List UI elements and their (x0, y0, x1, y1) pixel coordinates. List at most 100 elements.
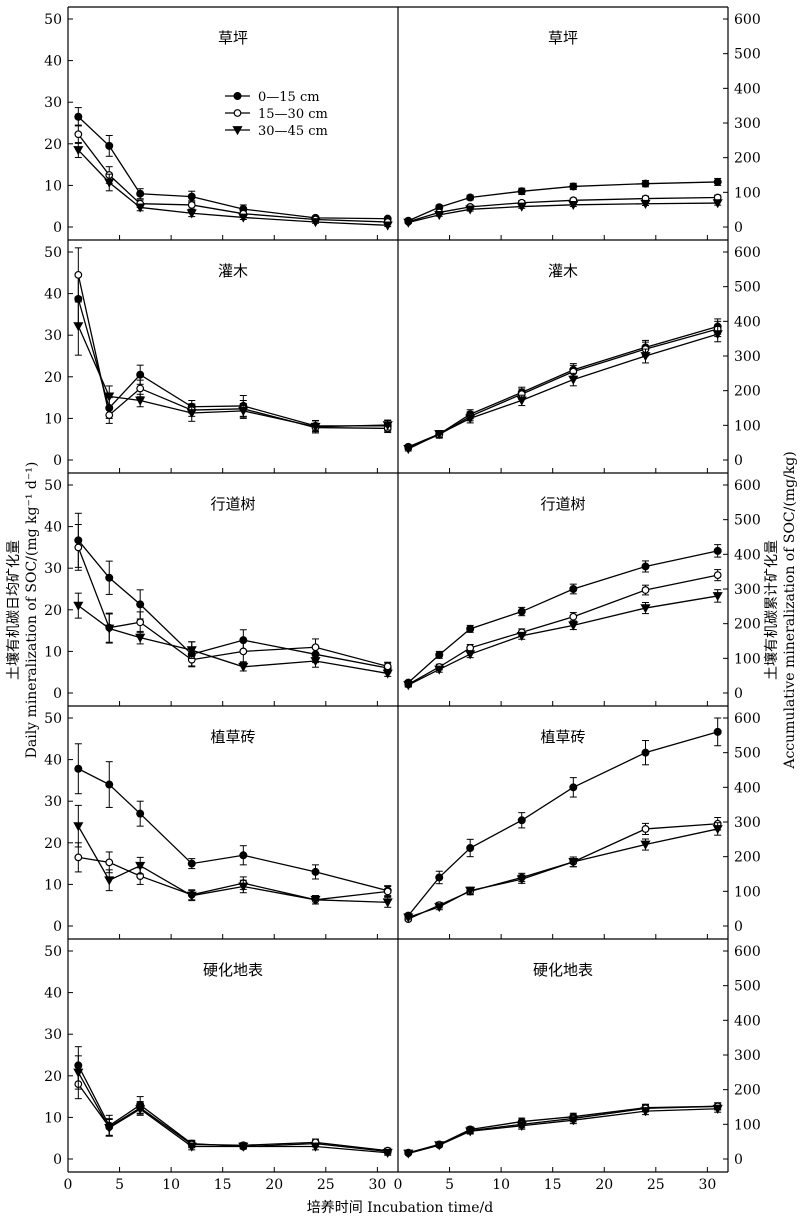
data-series (404, 320, 722, 452)
y-tick-label: 600 (734, 711, 761, 727)
data-point (73, 822, 84, 832)
series-line (407, 550, 718, 684)
data-point (517, 607, 526, 616)
data-point (74, 130, 83, 139)
y-tick-label: 30 (44, 561, 62, 577)
legend-marker (233, 92, 242, 100)
panel-title: 硬化地表 (203, 961, 263, 979)
data-point (238, 882, 249, 892)
legend: 0—15 cm 15—30 cm 30—45 cm (225, 90, 328, 139)
series-line (77, 547, 388, 668)
data-point (640, 604, 651, 614)
x-tick-label: 10 (492, 1177, 510, 1193)
y-tick-label: 40 (44, 287, 62, 303)
data-point (569, 783, 578, 792)
chart-panel: 草坪 0 10 20 30 40 50 (44, 12, 393, 240)
data-point (383, 887, 392, 896)
data-point (73, 601, 84, 611)
data-point (310, 218, 321, 228)
data-point (713, 546, 722, 555)
data-point (382, 1148, 393, 1158)
data-point (434, 903, 445, 913)
x-tick-label: 10 (162, 1177, 180, 1193)
data-point (712, 330, 723, 340)
y-tick-label: 20 (44, 836, 62, 852)
y-tick-label: 0 (53, 1152, 62, 1168)
y-tick-label: 200 (734, 850, 761, 866)
data-series (404, 544, 722, 687)
data-point (104, 876, 115, 886)
panel-title: 行道树 (210, 495, 255, 513)
y-tick-label: 0 (734, 453, 743, 469)
data-point (136, 600, 145, 609)
data-point (310, 1142, 321, 1152)
y-tick-label: 200 (734, 617, 761, 633)
y-axis-left-label-en: Daily mineralization of SOC/(mg kg⁻¹ d⁻¹… (24, 462, 40, 759)
y-tick-label: 100 (734, 651, 761, 667)
series-line (407, 731, 718, 917)
y-tick-label: 50 (44, 478, 62, 494)
data-series (73, 1055, 393, 1158)
data-series (404, 1102, 722, 1158)
data-point (136, 189, 145, 198)
data-point (73, 146, 84, 156)
data-series (403, 822, 723, 923)
series-line (77, 298, 388, 427)
y-tick-label: 100 (734, 418, 761, 434)
y-tick-label: 500 (734, 979, 761, 995)
data-point (403, 681, 414, 691)
panel-title: 植草砖 (540, 728, 585, 746)
x-tick-label: 20 (265, 1177, 283, 1193)
y-tick-label: 30 (44, 328, 62, 344)
chart-panel: 植草砖 0 100 200 300 400 500 600 (397, 711, 761, 939)
chart-panel: 硬化地表 0 100 200 300 400 500 600 0 5 10 15 20 25 30 (394, 944, 761, 1193)
x-tick-label: 5 (115, 1177, 124, 1193)
y-tick-label: 500 (734, 746, 761, 762)
data-point (465, 205, 476, 215)
data-series (73, 296, 393, 434)
y-tick-label: 10 (44, 411, 62, 427)
legend-marker (232, 126, 243, 136)
data-series (403, 1104, 723, 1159)
data-series (404, 193, 722, 226)
series-line (408, 325, 718, 448)
panel-title: 硬化地表 (533, 961, 593, 979)
data-series (404, 816, 722, 923)
data-point (187, 859, 196, 868)
series-line (77, 133, 388, 223)
data-point (403, 913, 414, 923)
data-point (569, 182, 578, 191)
data-point (310, 422, 321, 432)
y-tick-label: 300 (734, 116, 761, 132)
data-point (136, 809, 145, 818)
series-line (77, 1083, 388, 1152)
data-point (310, 895, 321, 906)
legend-label: 30—45 cm (258, 124, 328, 139)
y-tick-label: 0 (734, 1152, 743, 1168)
series-line (408, 1105, 718, 1154)
y-tick-label: 100 (734, 185, 761, 201)
data-point (74, 543, 83, 552)
panel-frames (67, 6, 729, 1173)
data-series (73, 142, 393, 231)
y-tick-label: 40 (44, 986, 62, 1002)
y-tick-label: 400 (734, 1013, 761, 1029)
chart-marks: 草坪01020304050草坪0100200300400500600灌木0102… (44, 12, 761, 1193)
y-axis-right-label-cn: 土壤有机碳累计矿化量 (763, 540, 780, 680)
y-tick-label: 20 (44, 603, 62, 619)
data-point (105, 780, 114, 789)
y-tick-label: 20 (44, 1069, 62, 1085)
y-tick-label: 0 (53, 686, 62, 702)
data-point (465, 1127, 476, 1137)
data-point (568, 375, 579, 385)
data-point (466, 193, 475, 202)
y-tick-label: 400 (734, 780, 761, 796)
chart-panel: 草坪 0 100 200 300 400 500 600 (397, 12, 761, 240)
panel-title: 草坪 (218, 29, 248, 47)
y-tick-label: 600 (734, 12, 761, 28)
data-series (404, 717, 722, 920)
data-point (516, 1121, 527, 1131)
data-point (713, 727, 722, 736)
